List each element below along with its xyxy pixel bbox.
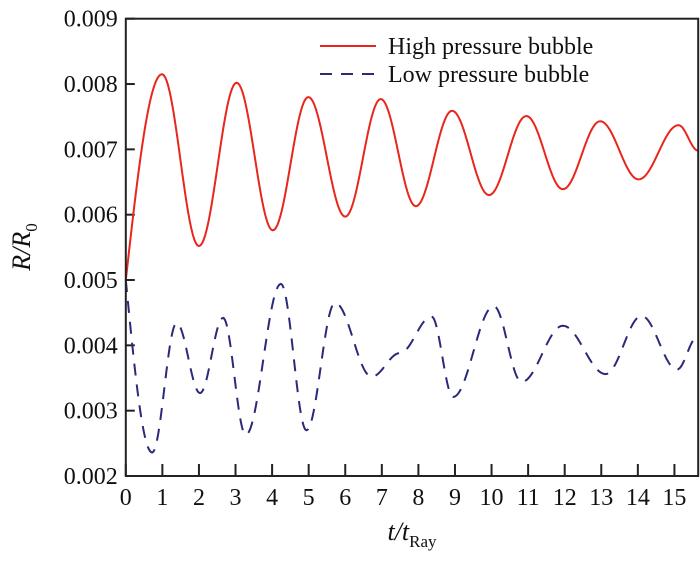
- y-axis-ticks: 0.002 0.003 0.004 0.005 0.006 0.007 0.008 0.009: [64, 7, 135, 490]
- x-tick-label: 10: [480, 485, 504, 511]
- series-line-low-pressure: [124, 279, 698, 454]
- plot-lines: [124, 73, 699, 454]
- y-tick-label: 0.008: [64, 72, 118, 98]
- y-tick-label: 0.002: [64, 464, 118, 490]
- x-tick-label: 14: [626, 485, 650, 511]
- legend-label-low-pressure: Low pressure bubble: [388, 62, 589, 88]
- x-axis-ticks: 0 1 2 3 4 5 6 7 8 9 10 11 12 13 14 15: [120, 464, 686, 511]
- x-tick-label: 3: [230, 485, 242, 511]
- x-axis-label: t/tRay: [387, 517, 437, 551]
- x-tick-label: 12: [553, 485, 577, 511]
- x-tick-label: 6: [339, 485, 351, 511]
- y-tick-label: 0.007: [64, 137, 118, 163]
- y-tick-label: 0.009: [64, 7, 118, 33]
- y-tick-label: 0.006: [64, 203, 118, 229]
- legend: High pressure bubble Low pressure bubble: [320, 34, 593, 88]
- x-tick-label: 11: [517, 485, 540, 511]
- y-tick-label: 0.004: [64, 333, 118, 359]
- x-tick-label: 1: [156, 485, 168, 511]
- x-tick-label: 9: [449, 485, 461, 511]
- y-tick-label: 0.003: [64, 399, 118, 425]
- y-tick-label: 0.005: [64, 268, 118, 294]
- plot-frame: [124, 17, 700, 477]
- x-tick-label: 2: [193, 485, 205, 511]
- x-tick-label: 8: [412, 485, 424, 511]
- series-line-high-pressure: [124, 73, 699, 281]
- x-tick-label: 5: [303, 485, 315, 511]
- x-tick-label: 13: [589, 485, 613, 511]
- x-tick-label: 7: [376, 485, 388, 511]
- x-tick-label: 0: [120, 485, 132, 511]
- legend-label-high-pressure: High pressure bubble: [388, 34, 593, 60]
- y-axis-label: R/R0: [7, 223, 41, 272]
- x-tick-label: 4: [266, 485, 278, 511]
- x-tick-label: 15: [662, 485, 686, 511]
